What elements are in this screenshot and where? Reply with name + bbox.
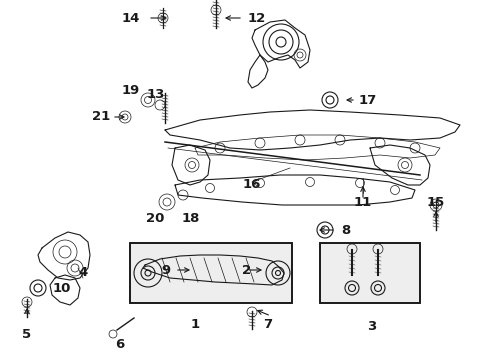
Text: 3: 3 <box>366 320 376 333</box>
Text: 2: 2 <box>242 264 251 276</box>
Text: 21: 21 <box>92 111 110 123</box>
Text: 15: 15 <box>426 196 444 209</box>
Text: 1: 1 <box>190 318 199 331</box>
Bar <box>130 243 291 303</box>
Text: 20: 20 <box>145 212 164 225</box>
Text: 5: 5 <box>22 328 32 341</box>
Text: 6: 6 <box>115 338 124 351</box>
Text: 18: 18 <box>182 212 200 225</box>
Text: 4: 4 <box>78 266 87 279</box>
Text: 16: 16 <box>243 178 261 191</box>
Bar <box>130 243 291 303</box>
Text: 19: 19 <box>122 84 140 96</box>
Text: 10: 10 <box>53 283 71 296</box>
Text: 13: 13 <box>146 89 165 102</box>
Text: 8: 8 <box>340 224 349 237</box>
Text: 7: 7 <box>263 318 271 331</box>
Text: 9: 9 <box>162 264 171 276</box>
Text: 14: 14 <box>122 12 140 24</box>
Bar <box>319 243 419 303</box>
Text: 12: 12 <box>247 12 265 24</box>
Text: 17: 17 <box>358 94 376 107</box>
Text: 11: 11 <box>353 196 371 209</box>
Bar <box>319 243 419 303</box>
